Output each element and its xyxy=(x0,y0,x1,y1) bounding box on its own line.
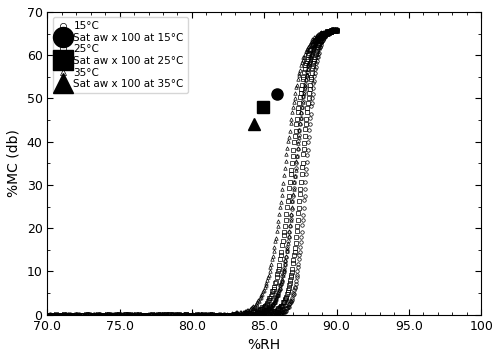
Y-axis label: %MC (db): %MC (db) xyxy=(7,129,21,197)
35°C xyxy=(326,31,332,35)
35°C xyxy=(76,312,82,317)
25°C xyxy=(244,311,250,315)
35°C xyxy=(44,312,51,317)
15°C xyxy=(296,252,302,257)
25°C xyxy=(88,312,94,317)
15°C xyxy=(79,312,85,317)
25°C xyxy=(292,250,298,254)
25°C xyxy=(80,312,86,317)
25°C xyxy=(317,39,323,43)
15°C xyxy=(318,40,324,45)
15°C xyxy=(94,312,100,317)
15°C xyxy=(44,312,51,317)
Legend: 15°C, Sat aw x 100 at 15°C, 25°C, Sat aw x 100 at 25°C, 35°C, Sat aw x 100 at 35: 15°C, Sat aw x 100 at 15°C, 25°C, Sat aw… xyxy=(52,17,188,93)
15°C xyxy=(44,312,51,317)
15°C xyxy=(253,311,259,316)
25°C xyxy=(49,312,55,317)
Line: 25°C: 25°C xyxy=(46,28,339,316)
35°C xyxy=(330,27,336,31)
25°C xyxy=(44,312,51,317)
25°C xyxy=(44,312,51,317)
Line: 15°C: 15°C xyxy=(46,28,339,316)
Line: 35°C: 35°C xyxy=(46,28,339,316)
35°C xyxy=(283,254,289,258)
15°C xyxy=(334,27,340,31)
X-axis label: %RH: %RH xyxy=(248,338,281,352)
35°C xyxy=(44,312,51,317)
35°C xyxy=(313,39,319,44)
15°C xyxy=(328,29,334,33)
35°C xyxy=(232,311,238,315)
25°C xyxy=(330,27,336,32)
35°C xyxy=(88,312,94,317)
25°C xyxy=(328,30,334,34)
